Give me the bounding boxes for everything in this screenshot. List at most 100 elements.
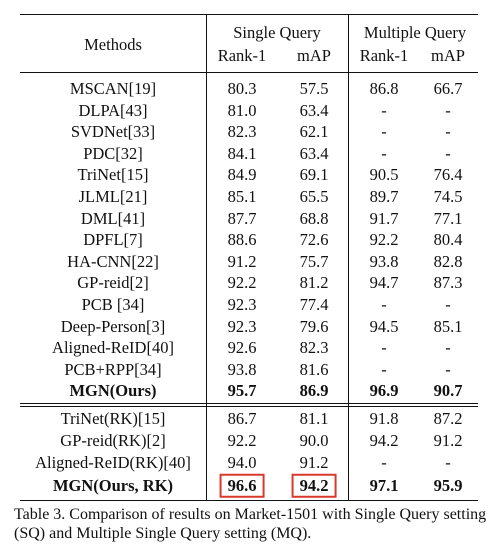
metric-value: -: [445, 337, 451, 357]
metric-value: 81.1: [299, 408, 329, 428]
metric-value: 90.0: [299, 430, 329, 450]
metric-value: 93.8: [369, 251, 399, 271]
method-name: DLPA[43]: [78, 100, 148, 120]
method-name: MGN(Ours, RK): [52, 475, 174, 495]
header-methods: Methods: [84, 34, 142, 54]
metric-value: 89.7: [369, 186, 399, 206]
metric-value: 87.7: [227, 208, 257, 228]
metric-value: 65.5: [299, 186, 329, 206]
metric-value: -: [381, 143, 387, 163]
metric-value: 75.7: [299, 251, 329, 271]
column-rule: [348, 14, 349, 500]
method-name: PDC[32]: [83, 143, 143, 163]
metric-value: 94.7: [369, 273, 399, 293]
method-name: SVDNet[33]: [70, 121, 156, 141]
metric-value: 94.2: [291, 473, 337, 498]
metric-value: 96.9: [369, 381, 399, 401]
metric-value: -: [445, 100, 451, 120]
method-name: MSCAN[19]: [69, 78, 157, 98]
metric-value: 69.1: [299, 165, 329, 185]
metric-value: -: [445, 359, 451, 379]
metric-value: 68.8: [299, 208, 329, 228]
metric-value: 81.6: [299, 359, 329, 379]
metric-value: -: [445, 453, 451, 473]
method-name: GP-reid[2]: [77, 273, 149, 293]
method-name: TriNet[15]: [77, 165, 149, 185]
method-name: Deep-Person[3]: [60, 316, 166, 336]
metric-value: 72.6: [299, 229, 329, 249]
header-metric: Rank-1: [217, 45, 267, 65]
metric-value: 57.5: [299, 78, 329, 98]
metric-value: -: [381, 359, 387, 379]
metric-value: 80.4: [433, 229, 463, 249]
metric-value: 85.1: [227, 186, 257, 206]
metric-value: 84.1: [227, 143, 257, 163]
header-group: Single Query: [233, 22, 321, 42]
metric-value: 91.2: [433, 430, 463, 450]
metric-value: -: [445, 294, 451, 314]
method-name: GP-reid(RK)[2]: [60, 430, 166, 450]
metric-value: 93.8: [227, 359, 257, 379]
metric-value: 94.2: [369, 430, 399, 450]
header-metric: mAP: [431, 45, 465, 65]
metric-value: 95.7: [227, 381, 257, 401]
metric-value: 88.6: [227, 229, 257, 249]
metric-value: -: [381, 294, 387, 314]
metric-value: 86.7: [227, 408, 257, 428]
method-name: MGN(Ours): [69, 381, 157, 401]
header-group: Multiple Query: [363, 22, 467, 42]
method-name: DML[41]: [80, 208, 146, 228]
metric-value: 94.0: [227, 453, 257, 473]
metric-value: 87.2: [433, 408, 463, 428]
metric-value: -: [445, 121, 451, 141]
header-metric: mAP: [297, 45, 331, 65]
method-name: HA-CNN[22]: [67, 251, 159, 271]
metric-value: -: [381, 121, 387, 141]
metric-value: 74.5: [433, 186, 463, 206]
metric-value: 91.7: [369, 208, 399, 228]
method-name: DPFL[7]: [83, 229, 143, 249]
method-name: PCB [34]: [81, 294, 145, 314]
method-name: TriNet(RK)[15]: [60, 408, 166, 428]
metric-value: 81.2: [299, 273, 329, 293]
metric-value: -: [381, 100, 387, 120]
metric-value: 92.2: [227, 430, 257, 450]
metric-value: 87.3: [433, 273, 463, 293]
metric-value: 66.7: [433, 78, 463, 98]
header-metric: Rank-1: [359, 45, 409, 65]
metric-value: 91.8: [369, 408, 399, 428]
metric-value: 96.6: [219, 473, 265, 498]
group-rule: [20, 403, 478, 404]
method-name: JLML[21]: [78, 186, 148, 206]
metric-value: -: [445, 143, 451, 163]
metric-value: 76.4: [433, 165, 463, 185]
metric-value: 77.4: [299, 294, 329, 314]
top-rule: [20, 14, 478, 15]
method-name: Aligned-ReID(RK)[40]: [35, 453, 191, 473]
metric-value: 62.1: [299, 121, 329, 141]
metric-value: 94.5: [369, 316, 399, 336]
metric-value: 92.2: [227, 273, 257, 293]
column-rule: [206, 14, 207, 500]
header-rule: [20, 72, 478, 73]
metric-value: 92.3: [227, 316, 257, 336]
method-name: Aligned-ReID[40]: [52, 337, 174, 357]
metric-value: 92.6: [227, 337, 257, 357]
metric-value: -: [381, 453, 387, 473]
metric-value: 82.3: [299, 337, 329, 357]
metric-value: 82.8: [433, 251, 463, 271]
metric-value: 84.9: [227, 165, 257, 185]
metric-value: 77.1: [433, 208, 463, 228]
metric-value: 92.3: [227, 294, 257, 314]
metric-value: 79.6: [299, 316, 329, 336]
group-rule: [20, 406, 478, 407]
metric-value: -: [381, 337, 387, 357]
metric-value: 97.1: [369, 475, 399, 495]
metric-value: 90.5: [369, 165, 399, 185]
method-name: PCB+RPP[34]: [64, 359, 162, 379]
metric-value: 81.0: [227, 100, 257, 120]
metric-value: 86.9: [299, 381, 329, 401]
metric-value: 80.3: [227, 78, 257, 98]
metric-value: 92.2: [369, 229, 399, 249]
